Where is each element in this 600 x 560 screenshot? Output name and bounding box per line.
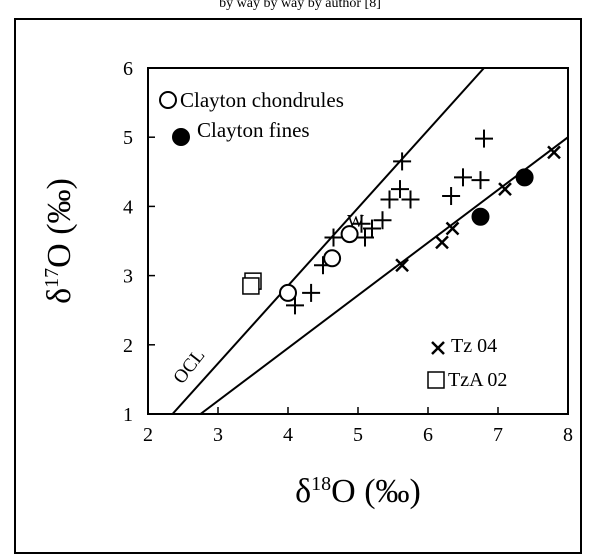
x-point [395,258,409,273]
plus-point [324,228,343,247]
w-label: W [347,211,364,231]
x-tick-label: 5 [353,424,363,446]
plus-point [302,283,321,302]
plus-point [380,190,399,209]
legend-label-chondrules: Clayton chondrules [180,88,344,112]
data-markers [242,129,561,315]
legend-label-tz04: Tz 04 [451,335,497,357]
legend: Clayton chondrules Clayton fines Tz 04 TzA … [159,88,507,391]
open-circle-point [340,225,359,244]
plus-point [393,152,412,171]
y-tick-label: 6 [123,58,133,80]
x-tick-label: 6 [423,424,433,446]
y-tick-label: 5 [123,127,133,149]
y-tick-label: 4 [123,196,133,218]
x-point [435,235,449,250]
figure-frame [14,18,582,554]
x-point [547,145,561,160]
open-square-point [427,371,445,389]
plus-point [442,187,461,206]
filled-circle-point [172,128,190,146]
y-axis-label: δ17O (‰) [41,178,78,304]
open-circle-point [279,283,297,302]
plus-point [363,219,381,238]
open-square-point [242,277,260,295]
y-tick-label: 3 [123,266,133,288]
filled-circle-point [471,207,490,226]
x-tick-label: 8 [563,424,573,446]
plus-point [391,180,409,199]
legend-label-tza02: TzA 02 [448,369,507,391]
plus-point [471,171,490,190]
x-tick-label: 7 [493,424,503,446]
x-tick-label: 3 [213,424,223,446]
ocl-label: OCL [169,345,209,388]
reference-lines [171,68,568,414]
ocl-line [171,68,485,414]
x-tick-label: 4 [283,424,293,446]
x-axis-label: δ18O (‰) [295,473,421,510]
plus-point [475,129,493,148]
plus-point [401,190,420,209]
y-tick-label: 1 [123,404,133,426]
legend-label-fines: Clayton fines [197,118,310,142]
mixing-line [199,136,568,414]
x-point [445,221,460,236]
filled-circle-point [515,168,534,187]
plus-point [454,168,472,187]
plus-point [352,214,371,233]
open-circle-point [323,249,342,268]
x-point [431,341,445,355]
x-tick-label: 2 [143,424,153,446]
open-circle-point [159,91,177,109]
plus-point [286,296,304,315]
x-point [498,182,512,196]
plus-point [373,211,392,230]
header-fragment: by way by way by author [8] [219,0,381,11]
y-tick-label: 2 [123,335,133,357]
